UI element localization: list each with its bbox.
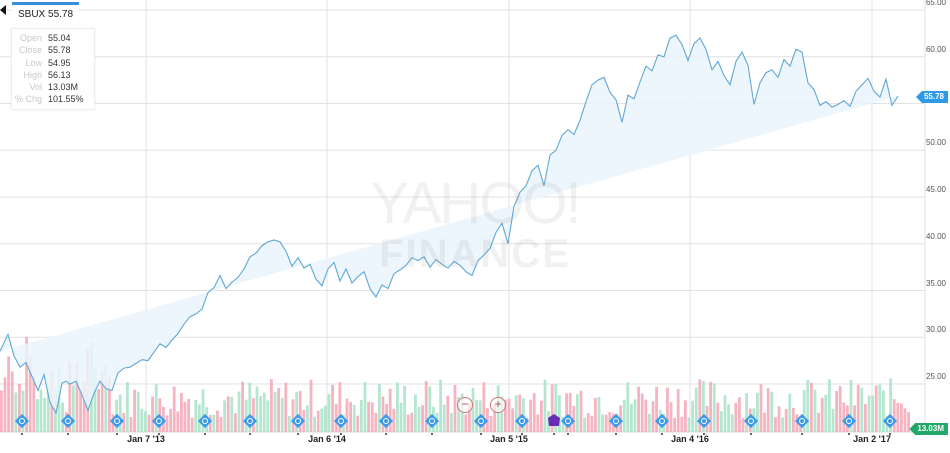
ohlc-value: 101.55% xyxy=(48,94,84,105)
y-tick-label: 40.00 xyxy=(925,231,946,241)
ohlc-value: 13.03M xyxy=(48,82,79,93)
y-tick-label: 50.00 xyxy=(925,138,946,148)
ohlc-row: Open 55.04 xyxy=(14,32,92,44)
dividend-event-icon[interactable] xyxy=(151,413,167,435)
split-event-icon[interactable] xyxy=(548,414,560,435)
ohlc-value: 55.04 xyxy=(48,33,71,43)
current-volume-tag: 13.03M xyxy=(909,423,948,435)
zoom-out-button[interactable]: − xyxy=(457,397,473,413)
ohlc-row: Low 54.95 xyxy=(14,57,92,69)
ohlc-value: 56.13 xyxy=(48,69,71,80)
x-tick-label: Jan 7 '13 xyxy=(127,434,165,444)
ohlc-label: Open xyxy=(19,33,42,43)
symbol-label: SBUX 55.78 xyxy=(12,2,80,23)
ohlc-label: Close xyxy=(18,45,42,56)
dividend-event-icon[interactable] xyxy=(654,413,670,435)
dividend-event-icon[interactable] xyxy=(378,413,394,435)
y-tick-label: 30.00 xyxy=(925,325,946,335)
x-tick-label: Jan 2 '17 xyxy=(853,434,891,444)
event-markers[interactable] xyxy=(14,413,898,435)
ohlc-value: 54.95 xyxy=(48,57,71,68)
ohlc-tooltip: Open 55.04 Close 55.78 Low 54.95 High 56.13 Vol 1… xyxy=(11,28,95,110)
ohlc-row: Vol 13.03M xyxy=(14,81,92,93)
dividend-event-icon[interactable] xyxy=(424,413,440,435)
y-tick-label: 25.00 xyxy=(925,372,946,381)
ohlc-label: % Chg xyxy=(14,94,42,105)
x-tick-label: Jan 5 '15 xyxy=(490,434,528,444)
dividend-event-icon[interactable] xyxy=(14,413,30,435)
dividend-event-icon[interactable] xyxy=(290,413,306,435)
price-area-fill xyxy=(0,35,898,413)
x-tick-label: Jan 4 '16 xyxy=(671,434,709,444)
ohlc-label: Vol xyxy=(29,82,42,93)
dividend-event-icon[interactable] xyxy=(882,413,898,435)
dividend-event-icon[interactable] xyxy=(841,413,857,435)
current-price-tag: 55.78 xyxy=(915,91,948,103)
ohlc-label: Low xyxy=(25,57,42,68)
y-tick-label: 65.00 xyxy=(925,0,946,7)
ohlc-row: % Chg 101.55% xyxy=(14,93,92,105)
dividend-event-icon[interactable] xyxy=(197,413,213,435)
dividend-event-icon[interactable] xyxy=(60,413,76,435)
dividend-event-icon[interactable] xyxy=(242,413,258,435)
ohlc-row: High 56.13 xyxy=(14,69,92,81)
price-line xyxy=(0,34,899,415)
dividend-event-icon[interactable] xyxy=(333,413,349,435)
dividend-event-icon[interactable] xyxy=(743,413,759,435)
x-tick-label: Jan 6 '14 xyxy=(308,434,346,444)
dividend-event-icon[interactable] xyxy=(608,413,624,435)
y-tick-label: 60.00 xyxy=(925,44,946,54)
dividend-event-icon[interactable] xyxy=(560,413,576,435)
dividend-event-icon[interactable] xyxy=(696,413,712,435)
ohlc-label: High xyxy=(23,69,42,80)
y-tick-label: 45.00 xyxy=(925,185,946,194)
dividend-event-icon[interactable] xyxy=(473,413,489,435)
dividend-event-icon[interactable] xyxy=(109,413,125,435)
y-tick-label: 35.00 xyxy=(925,278,946,288)
dividend-event-icon[interactable] xyxy=(794,413,810,435)
zoom-in-button[interactable]: + xyxy=(490,397,506,413)
dividend-event-icon[interactable] xyxy=(514,413,530,435)
ohlc-value: 55.78 xyxy=(48,45,71,56)
triangle-left-icon[interactable] xyxy=(0,5,6,15)
ohlc-row: Close 55.78 xyxy=(14,44,92,56)
